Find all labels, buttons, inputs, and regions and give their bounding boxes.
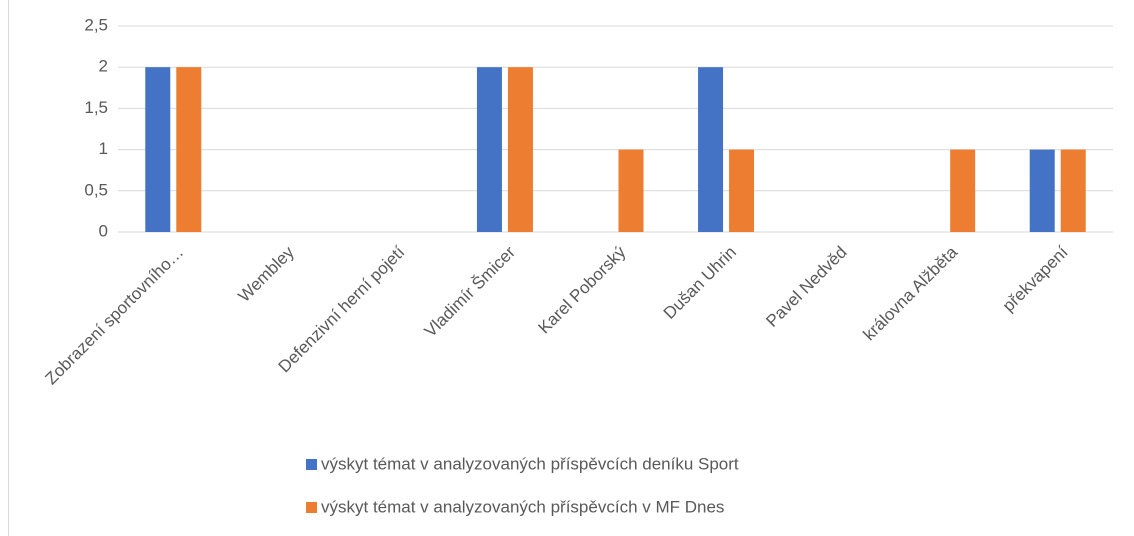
legend-label: výskyt témat v analyzovaných příspěvcích… [321,454,739,473]
y-tick-label: 0,5 [84,180,108,199]
legend-swatch [306,459,317,470]
bar [145,67,171,232]
y-tick-label: 1,5 [84,98,108,117]
y-tick-label: 1 [99,139,108,158]
bar [507,67,533,232]
bar [1029,149,1055,232]
legend-label: výskyt témat v analyzovaných příspěvcích… [321,497,724,516]
bar [729,149,755,232]
bar [176,67,202,232]
y-tick-label: 2 [99,57,108,76]
bar [1060,149,1086,232]
y-tick-label: 0 [99,221,108,240]
bar [476,67,502,232]
legend-swatch [306,502,317,513]
bar [618,149,644,232]
bar [950,149,976,232]
bar [698,67,724,232]
y-tick-label: 2,5 [84,15,108,34]
